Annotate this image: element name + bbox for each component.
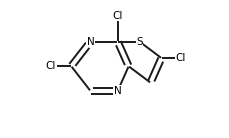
Text: N: N	[113, 86, 121, 96]
Text: Cl: Cl	[112, 11, 122, 21]
Text: Cl: Cl	[175, 53, 185, 63]
Text: Cl: Cl	[45, 61, 56, 71]
Text: S: S	[136, 37, 142, 47]
Text: N: N	[86, 37, 94, 47]
